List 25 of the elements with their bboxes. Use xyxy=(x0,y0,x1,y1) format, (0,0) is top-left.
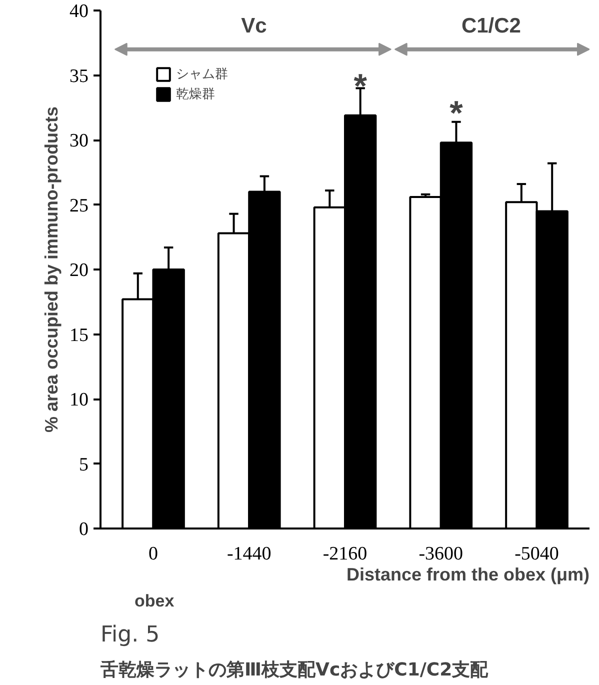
legend-label: シャム群 xyxy=(176,66,228,83)
y-tick-label: 5 xyxy=(79,454,88,476)
y-tick-label: 30 xyxy=(70,130,88,152)
y-tick-label: 0 xyxy=(79,519,88,540)
y-tick-label: 35 xyxy=(70,66,88,87)
x-axis-title: Distance from the obex (μm) xyxy=(346,564,590,584)
y-tick-label: 25 xyxy=(70,195,88,216)
x-tick-label: -1440 xyxy=(226,544,272,564)
y-tick-label: 20 xyxy=(70,260,88,281)
text: 舌乾燥ラットの第Ⅲ枝支配VcおよびC1/C2支配 xyxy=(100,660,490,680)
annotation: C1/C2 xyxy=(461,14,521,38)
x-tick-label: -2160 xyxy=(322,544,368,564)
y-axis-title: % area occupied by immuno-products xyxy=(42,106,62,433)
annotation: * xyxy=(354,67,368,106)
annotation: * xyxy=(450,94,464,133)
legend-label: 乾燥群 xyxy=(176,86,215,103)
x-tick-label: 0 xyxy=(148,544,158,564)
y-tick-label: 10 xyxy=(70,390,88,410)
x-tick-label: -5040 xyxy=(514,544,559,564)
x-tick-label: -3600 xyxy=(418,544,464,564)
y-tick-label: 15 xyxy=(70,324,88,346)
caption: Fig. 5 xyxy=(100,622,160,648)
y-tick-label: 40 xyxy=(70,1,88,22)
text: obex xyxy=(134,592,175,610)
annotation: Vc xyxy=(241,14,268,38)
